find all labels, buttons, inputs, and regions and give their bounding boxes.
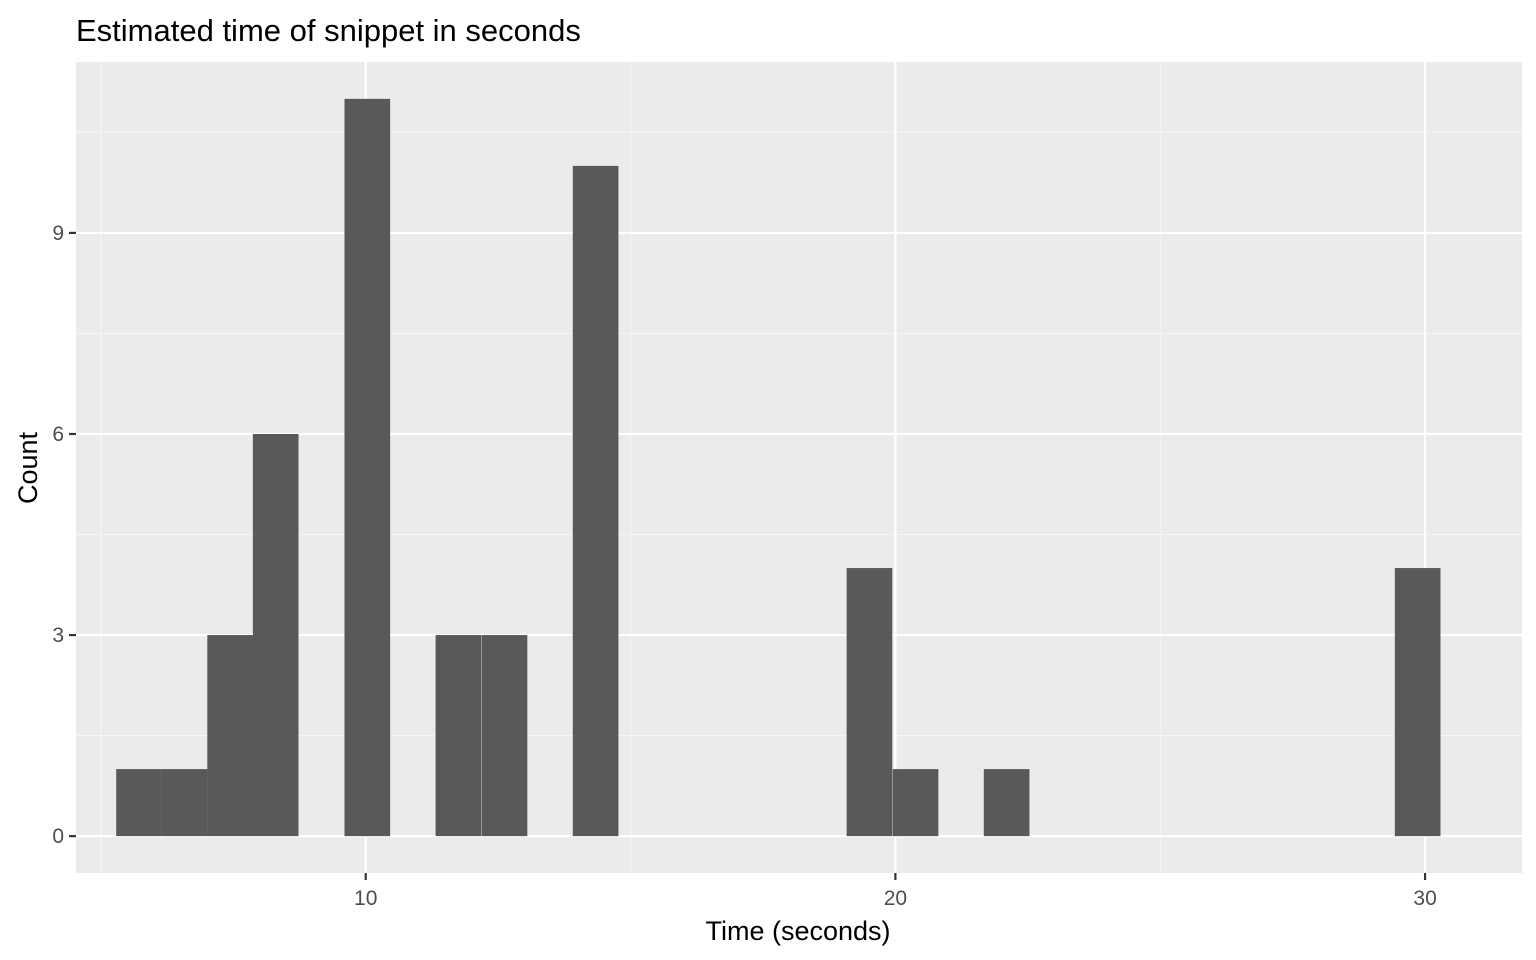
histogram-bar <box>983 769 1030 837</box>
histogram-bar <box>344 98 391 837</box>
y-tick-label: 3 <box>52 624 64 647</box>
histogram-bar <box>252 433 299 837</box>
chart-title: Estimated time of snippet in seconds <box>76 13 581 48</box>
histogram-bar <box>207 635 253 837</box>
x-tick-label: 10 <box>354 887 377 910</box>
x-tick-label: 20 <box>884 887 907 910</box>
histogram-bar <box>435 635 482 837</box>
histogram-bar <box>892 769 939 837</box>
histogram-bar <box>481 635 528 837</box>
histogram-bars <box>116 98 1441 837</box>
histogram-bar <box>116 769 162 837</box>
y-axis-title: Count <box>13 431 43 504</box>
histogram-bar <box>846 568 893 837</box>
x-axis-title: Time (seconds) <box>705 916 890 946</box>
y-axis: 0 3 6 9 <box>52 222 76 848</box>
y-tick-label: 9 <box>52 222 64 245</box>
histogram-bar <box>161 769 208 837</box>
x-tick-label: 30 <box>1413 887 1436 910</box>
y-tick-label: 0 <box>52 825 64 848</box>
x-axis: 10 20 30 <box>354 873 1437 910</box>
histogram-bar <box>572 165 619 837</box>
plot-panel <box>76 62 1522 873</box>
histogram-bar <box>1394 568 1441 837</box>
minor-gridlines <box>76 62 1522 873</box>
y-tick-label: 6 <box>52 423 64 446</box>
